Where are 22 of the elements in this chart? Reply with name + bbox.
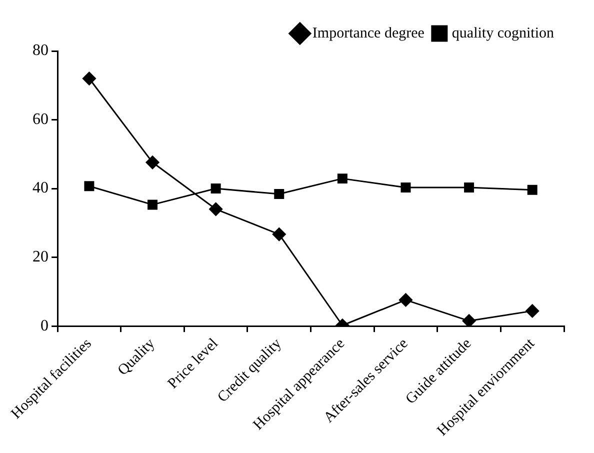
y-tick-label: 40: [32, 180, 49, 197]
point: [462, 314, 476, 326]
y-tick-label: 0: [40, 317, 49, 334]
point: [82, 72, 96, 86]
legend-label: Importance degree: [312, 25, 425, 42]
point: [337, 174, 348, 184]
point: [272, 228, 286, 242]
point: [398, 293, 412, 307]
point: [84, 181, 94, 192]
point: [146, 156, 160, 170]
y-tick-label: 60: [32, 110, 49, 128]
point: [209, 202, 223, 216]
legend-label: quality cognition: [452, 25, 554, 42]
point: [527, 184, 538, 195]
point: [274, 189, 284, 200]
point: [210, 184, 221, 194]
point: [148, 200, 158, 210]
point: [526, 304, 540, 318]
y-tick-label: 80: [32, 42, 49, 60]
point: [464, 182, 474, 192]
y-tick-label: 20: [32, 248, 49, 266]
point: [400, 182, 411, 192]
